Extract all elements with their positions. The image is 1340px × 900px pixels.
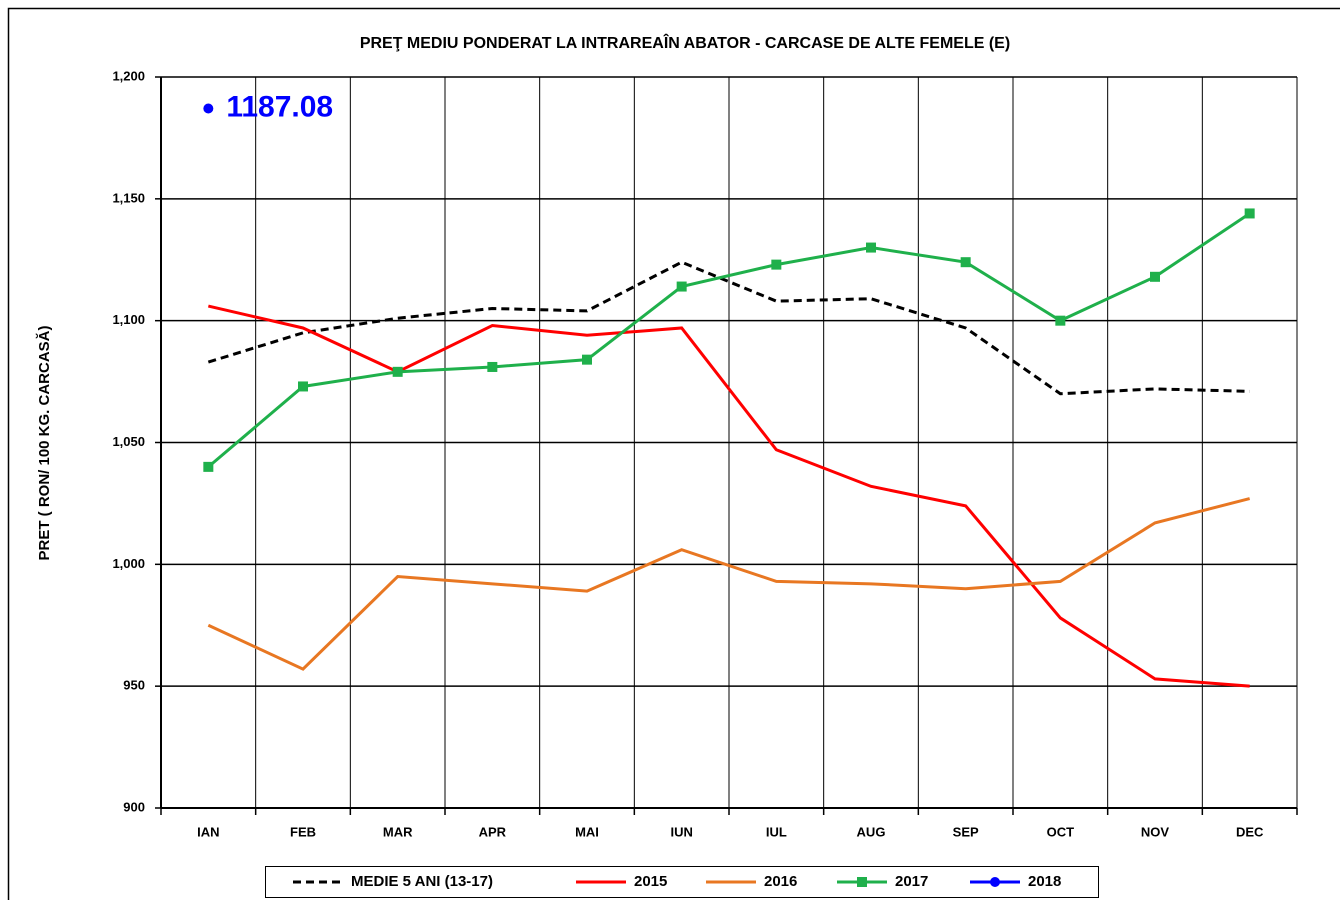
chart-border [7,7,1340,900]
y-tick-label: 1,200 [112,68,145,83]
x-tick-label: SEP [953,824,979,839]
y-tick-label: 1,050 [112,434,145,449]
x-tick-label: AUG [857,824,886,839]
data-point [1150,271,1160,282]
x-tick-label: MAI [575,824,599,839]
legend-box [265,866,1099,898]
y-tick-label: 1,100 [112,312,145,327]
x-tick-label: DEC [1236,824,1264,839]
x-tick-label: MAR [383,824,413,839]
x-tick-label: OCT [1047,824,1075,839]
x-tick-label: IAN [197,824,219,839]
x-tick-label: IUL [766,824,787,839]
y-tick-label: 1,150 [112,190,145,205]
data-point [298,381,308,392]
x-tick-label: IUN [670,824,692,839]
legend-label: 2017 [895,873,928,890]
y-tick-label: 1,000 [112,556,145,571]
data-point [771,259,782,270]
value-label: 1187.08 [226,90,333,123]
y-tick-label: 950 [123,678,145,693]
series-line [207,304,1250,688]
x-tick-label: FEB [290,824,316,839]
y-tick-label: 900 [123,799,145,814]
legend-marker [857,877,867,887]
series-line [207,212,1251,469]
legend-label: 2018 [1028,873,1061,890]
data-point [487,361,498,372]
legend-label: MEDIE 5 ANI (13-17) [351,873,493,890]
chart-title: PREŢ MEDIU PONDERAT LA INTRAREAÎN ABATOR… [360,33,1010,52]
data-point [866,242,876,253]
legend-label: 2015 [634,873,667,890]
data-point [1244,208,1255,219]
data-point [392,366,403,377]
y-axis-label: PRET ( RON/ 100 KG. CARCASĂ) [36,325,53,560]
data-point [203,103,214,114]
legend-marker [990,877,1000,887]
data-point [960,257,971,268]
series-line [207,497,1251,671]
data-point [203,461,214,472]
x-tick-label: APR [479,824,507,839]
data-point [676,281,687,292]
data-point [1055,315,1066,326]
data-point [582,354,592,365]
legend-label: 2016 [764,873,797,890]
x-tick-label: NOV [1141,824,1170,839]
